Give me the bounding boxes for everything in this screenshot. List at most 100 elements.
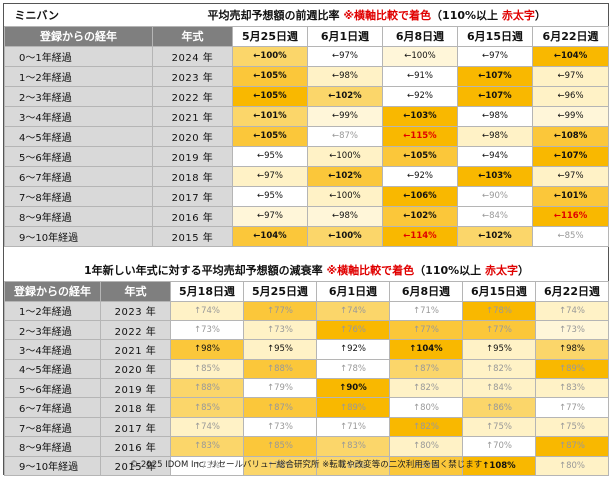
value-cell: ←107% [458,66,533,86]
year-cell: 2021 年 [101,340,171,359]
value-cell: ↑85% [171,398,244,417]
header-year: 年式 [153,26,233,46]
value-cell: ↑98% [171,340,244,359]
header-age: 登録からの経年 [5,26,153,46]
section1-header-row: 登録からの経年 年式 5月25日週 6月1日週 6月8日週 6月15日週 6月2… [5,26,609,46]
value-cell: ↑95% [244,340,317,359]
value-cell: ←98% [458,126,533,146]
value-cell: ←98% [458,106,533,126]
year-cell: 2016 年 [153,206,233,226]
table-row: 3～4年経過 2021 年 ←101% ←99% ←103% ←98% ←99% [5,106,609,126]
header-week: 5月18日週 [171,281,244,301]
table-row: 8～9年経過 2016 年 ↑83% ↑85% ↑83% ↑80% ↑70% ↑87% [5,437,609,456]
value-cell: ↑74% [171,301,244,320]
value-cell: ←97% [533,166,609,186]
value-cell: ↑88% [244,359,317,378]
value-cell: ↑73% [244,417,317,436]
age-cell: 6～7年経過 [5,166,153,186]
weekly-ratio-table: ミニバン 平均売却予想額の前週比率 ※横軸比較で着色（110%以上 赤太字） 登… [4,4,609,247]
value-cell: ←104% [533,46,609,66]
value-cell: ←96% [533,86,609,106]
value-cell: ←101% [533,186,609,206]
value-cell: ←102% [308,166,383,186]
table-row: 2～3年経過 2022 年 ←105% ←102% ←92% ←107% ←96% [5,86,609,106]
table-row: 4～5年経過 2020 年 ←105% ←87% ←115% ←98% ←108% [5,126,609,146]
value-cell: ↑73% [244,320,317,339]
header-week: 6月15日週 [458,26,533,46]
value-cell: ←98% [308,66,383,86]
value-cell: ↑82% [463,359,536,378]
value-cell: ↑80% [390,437,463,456]
value-cell: ←102% [383,206,458,226]
value-cell: ↑89% [536,359,609,378]
value-cell: ←100% [308,226,383,246]
value-cell: ←107% [458,86,533,106]
value-cell: ←100% [308,186,383,206]
age-cell: 3～4年経過 [5,106,153,126]
value-cell: ↑87% [390,359,463,378]
table-row: 4～5年経過 2020 年 ↑85% ↑88% ↑78% ↑87% ↑82% ↑89% [5,359,609,378]
value-cell: ←103% [458,166,533,186]
value-cell: ↑77% [463,320,536,339]
value-cell: ←97% [458,46,533,66]
value-cell: ←100% [233,46,308,66]
value-cell: ←100% [383,46,458,66]
value-cell: ↑73% [536,320,609,339]
copyright-footer: © 2025 IDOM Inc. リセールバリュー総合研究所 ※転載や改変等の二… [4,458,608,470]
header-year: 年式 [101,281,171,301]
value-cell: ↑88% [171,379,244,398]
value-cell: ↑82% [390,379,463,398]
header-week: 6月1日週 [317,281,390,301]
table-row: 6～7年経過 2018 年 ←97% ←102% ←92% ←103% ←97% [5,166,609,186]
table-row: 7～8年経過 2017 年 ←95% ←100% ←106% ←90% ←101% [5,186,609,206]
year-cell: 2019 年 [101,379,171,398]
value-cell: ↑77% [536,398,609,417]
value-cell: ↑84% [463,379,536,398]
table-row: 2～3年経過 2022 年 ↑73% ↑73% ↑76% ↑77% ↑77% ↑73% [5,320,609,339]
age-cell: 9～10年経過 [5,226,153,246]
age-cell: 4～5年経過 [5,359,101,378]
value-cell: ←105% [383,146,458,166]
value-cell: ↑83% [317,437,390,456]
value-cell: ←114% [383,226,458,246]
year-cell: 2018 年 [101,398,171,417]
year-cell: 2023 年 [153,66,233,86]
value-cell: ←105% [233,86,308,106]
value-cell: ↑87% [244,398,317,417]
header-week: 5月25日週 [233,26,308,46]
year-cell: 2017 年 [153,186,233,206]
year-cell: 2018 年 [153,166,233,186]
age-cell: 2～3年経過 [5,86,153,106]
value-cell: ↑77% [244,301,317,320]
age-cell: 5～6年経過 [5,379,101,398]
category-label: ミニバン [5,4,153,26]
value-cell: ←97% [233,206,308,226]
header-week: 6月8日週 [390,281,463,301]
value-cell: ←85% [533,226,609,246]
value-cell: ←97% [533,66,609,86]
value-cell: ←98% [308,206,383,226]
value-cell: ↑98% [536,340,609,359]
value-cell: ←115% [383,126,458,146]
value-cell: ←105% [233,66,308,86]
age-cell: 1～2年経過 [5,301,101,320]
value-cell: ↑104% [390,340,463,359]
header-week: 6月22日週 [533,26,609,46]
section2-title: 1年新しい年式に対する平均売却予想額の減衰率 ※横軸比較で着色（110%以上 赤… [5,259,609,281]
age-cell: 0～1年経過 [5,46,153,66]
table-row: 9～10年経過 2015 年 ←104% ←100% ←114% ←102% ←85% [5,226,609,246]
header-week: 6月22日週 [536,281,609,301]
value-cell: ←103% [383,106,458,126]
value-cell: ↑86% [463,398,536,417]
header-age: 登録からの経年 [5,281,101,301]
table-row: 5～6年経過 2019 年 ←95% ←100% ←105% ←94% ←107% [5,146,609,166]
value-cell: ↑78% [317,359,390,378]
age-cell: 6～7年経過 [5,398,101,417]
age-cell: 8～9年経過 [5,206,153,226]
value-cell: ←99% [533,106,609,126]
value-cell: ↑74% [171,417,244,436]
value-cell: ←108% [533,126,609,146]
year-cell: 2017 年 [101,417,171,436]
value-cell: ←101% [233,106,308,126]
depreciation-table: 1年新しい年式に対する平均売却予想額の減衰率 ※横軸比較で着色（110%以上 赤… [4,259,609,476]
